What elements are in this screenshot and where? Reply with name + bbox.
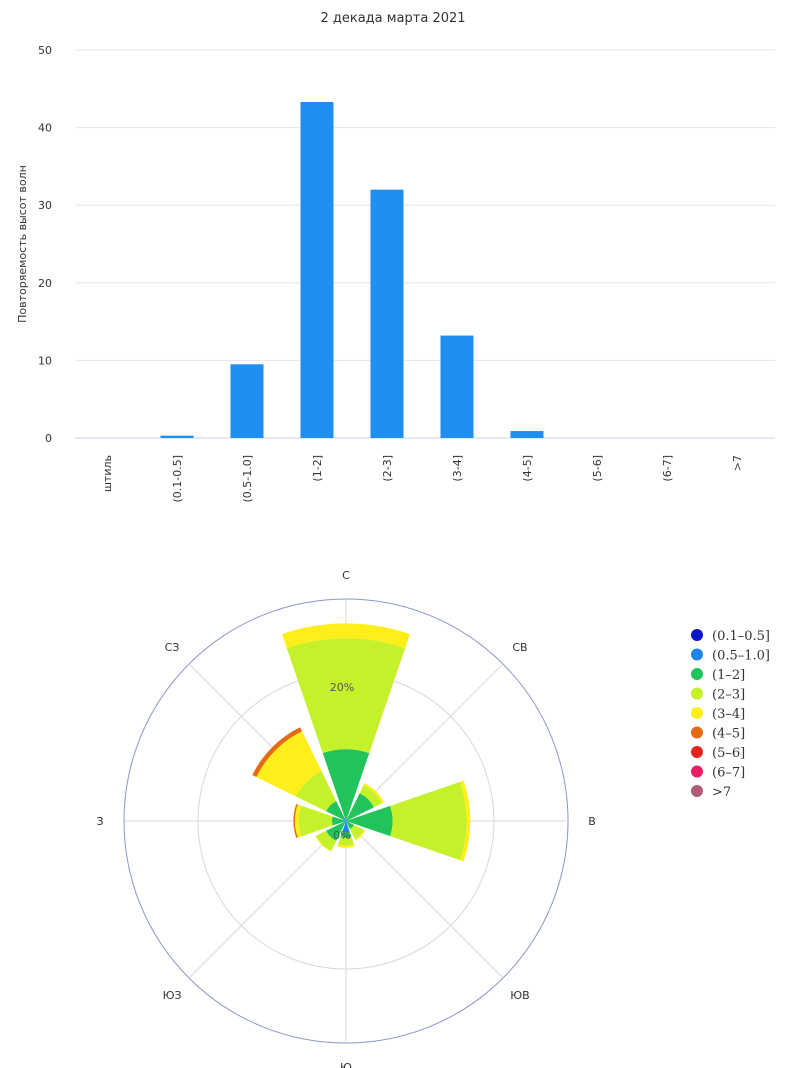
y-tick-label: 0 [45, 432, 52, 445]
rose-segment [342, 821, 350, 833]
y-tick-label: 10 [38, 354, 52, 367]
rose-segment [326, 801, 345, 820]
legend-marker [691, 648, 703, 661]
rose-segment [359, 785, 382, 808]
x-tick-label: (5-6] [591, 455, 604, 482]
bars [160, 101, 544, 438]
legend-marker [691, 765, 703, 778]
rose-segment [286, 638, 406, 754]
x-tick-labels: штиль (0.1-0.5] (0.5-1.0] (1-2] (2-3] (3-4] (4… [101, 455, 744, 503]
legend-label: (1–2] [712, 668, 745, 683]
legend-label: (3–4] [712, 707, 745, 722]
radial-tick-labels: 0% 20% [330, 681, 354, 842]
rose-segment [296, 771, 337, 812]
rose-segment [298, 805, 333, 837]
spoke [188, 820, 347, 979]
direction-label: СЗ [165, 641, 180, 654]
spoke [345, 820, 504, 979]
legend-marker [691, 746, 703, 758]
rose-segment [349, 824, 364, 839]
rose-segment [363, 783, 384, 804]
legend-marker [691, 785, 703, 797]
x-tick-label: штиль [101, 455, 114, 492]
y-tick-label: 30 [38, 199, 52, 212]
direction-label: ЮЗ [163, 989, 182, 1002]
direction-label: ЮВ [510, 989, 529, 1002]
rose-wedges [252, 623, 471, 862]
legend-label: (0.5–1.0] [712, 649, 770, 664]
direction-label: В [588, 815, 596, 828]
bar [370, 189, 404, 438]
rose-segment [348, 805, 393, 837]
legend-marker [691, 668, 703, 680]
legend-label: (6–7] [712, 766, 745, 781]
radial-tick-label: 20% [330, 681, 354, 694]
legend-label: (4–5] [712, 727, 745, 742]
radial-tick-label: 0% [333, 829, 350, 842]
bar [440, 335, 474, 438]
rose-segment [252, 727, 303, 778]
legend-label: (5–6] [712, 746, 745, 761]
rose-segment [337, 844, 355, 848]
x-tick-label: (3-4] [451, 455, 464, 482]
bar [510, 431, 544, 438]
y-tick-label: 50 [38, 44, 52, 57]
rose-segment [346, 820, 349, 822]
legend-marker [691, 687, 703, 700]
bar [230, 364, 264, 438]
y-tick-labels: 0 10 20 30 40 50 [38, 44, 52, 445]
x-tick-label: (1-2] [311, 455, 324, 482]
rose-segment [343, 820, 346, 822]
chart-title: 2 декада марта 2021 [320, 11, 465, 26]
x-tick-label: (6-7] [661, 455, 674, 482]
y-tick-label: 20 [38, 277, 52, 290]
legend-marker [691, 629, 703, 641]
y-axis-label: Повторяемость высот волн [16, 165, 29, 323]
rose-segment [322, 749, 370, 820]
wave-rose-chart: 0% 20% С СВ В ЮВ Ю ЮЗ З СЗ (0.1–0.5] (0.5–1.0] (1–… [96, 569, 770, 1068]
rose-segment [282, 623, 410, 649]
rose-segment [354, 829, 366, 841]
rose-segment [346, 819, 348, 821]
x-tick-label: (0.5-1.0] [241, 455, 254, 503]
rose-segment [342, 817, 346, 821]
x-tick-label: (0.1-0.5] [171, 455, 184, 503]
rose-segment [345, 819, 347, 821]
legend-label: >7 [712, 785, 731, 800]
direction-label: З [96, 815, 103, 828]
rose-segment [338, 837, 354, 846]
x-tick-label: >7 [731, 455, 744, 471]
rose-segment [390, 781, 467, 861]
legend-marker [691, 726, 703, 739]
grid-lines [75, 49, 775, 439]
bar-chart: 2 декада марта 2021 Повторяемость высот … [16, 11, 775, 503]
rose-segment [294, 804, 302, 838]
bar [160, 435, 194, 438]
x-tick-label: (2-3] [381, 455, 394, 482]
rose-segment [346, 793, 374, 821]
rose-segment [293, 803, 298, 839]
rose-segment [346, 821, 354, 829]
direction-label: Ю [340, 1061, 352, 1068]
direction-labels: С СВ В ЮВ Ю ЮЗ З СЗ [96, 569, 595, 1068]
legend-label: (0.1–0.5] [712, 629, 770, 644]
direction-label: С [342, 569, 350, 582]
rose-segment [331, 816, 344, 826]
y-tick-label: 40 [38, 122, 52, 135]
legend: (0.1–0.5] (0.5–1.0] (1–2] (2–3] (3–4] (4–5] (5… [691, 629, 770, 800]
x-tick-label: (4-5] [521, 455, 534, 482]
direction-label: СВ [512, 641, 527, 654]
rose-segment [340, 831, 352, 839]
legend-marker [691, 707, 703, 719]
rose-segment [256, 731, 322, 797]
rose-segment [460, 780, 471, 862]
rose-segment [316, 830, 337, 851]
legend-label: (2–3] [712, 688, 745, 703]
rose-segment [326, 821, 346, 841]
bar [300, 101, 334, 438]
